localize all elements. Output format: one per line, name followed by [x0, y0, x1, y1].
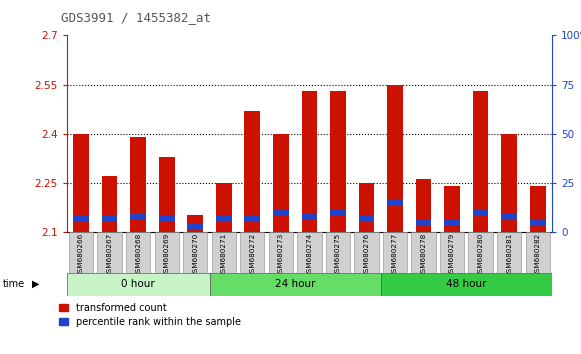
Bar	[302, 213, 317, 219]
Bar	[130, 213, 146, 219]
Bar	[73, 216, 89, 222]
Text: GSM680272: GSM680272	[249, 233, 255, 277]
FancyBboxPatch shape	[468, 232, 493, 273]
FancyBboxPatch shape	[526, 232, 550, 273]
FancyBboxPatch shape	[269, 232, 293, 273]
Bar	[102, 216, 117, 222]
Text: GSM680280: GSM680280	[478, 233, 483, 277]
Bar	[501, 213, 517, 219]
Text: GSM680267: GSM680267	[107, 233, 113, 277]
Bar	[302, 91, 317, 232]
Text: time: time	[3, 279, 25, 289]
Text: GSM680281: GSM680281	[506, 233, 512, 277]
Bar	[330, 210, 346, 216]
FancyBboxPatch shape	[497, 232, 521, 273]
FancyBboxPatch shape	[383, 232, 407, 273]
Bar	[473, 210, 489, 216]
FancyBboxPatch shape	[183, 232, 207, 273]
FancyBboxPatch shape	[69, 232, 93, 273]
Bar	[530, 186, 546, 232]
Text: GSM680270: GSM680270	[192, 233, 198, 277]
Bar	[358, 216, 374, 222]
FancyBboxPatch shape	[381, 273, 552, 296]
Bar	[444, 219, 460, 225]
Bar	[501, 134, 517, 232]
Bar	[102, 176, 117, 232]
Text: GSM680279: GSM680279	[449, 233, 455, 277]
Bar	[188, 223, 203, 229]
Text: GSM680271: GSM680271	[221, 233, 227, 277]
Bar	[273, 210, 289, 216]
FancyBboxPatch shape	[210, 273, 381, 296]
Text: GSM680273: GSM680273	[278, 233, 284, 277]
Bar	[330, 91, 346, 232]
Text: GSM680266: GSM680266	[78, 233, 84, 277]
FancyBboxPatch shape	[354, 232, 379, 273]
Text: GSM680276: GSM680276	[364, 233, 370, 277]
Text: GSM680269: GSM680269	[164, 233, 170, 277]
FancyBboxPatch shape	[411, 232, 436, 273]
FancyBboxPatch shape	[98, 232, 122, 273]
FancyBboxPatch shape	[326, 232, 350, 273]
Bar	[387, 85, 403, 232]
FancyBboxPatch shape	[155, 232, 179, 273]
Bar	[415, 179, 431, 232]
Bar	[530, 219, 546, 225]
Text: GDS3991 / 1455382_at: GDS3991 / 1455382_at	[61, 11, 211, 24]
Bar	[387, 200, 403, 206]
Bar	[245, 111, 260, 232]
Text: GSM680274: GSM680274	[306, 233, 313, 277]
FancyBboxPatch shape	[440, 232, 464, 273]
Bar	[415, 219, 431, 225]
Bar	[73, 134, 89, 232]
Bar	[273, 134, 289, 232]
Bar	[358, 183, 374, 232]
Bar	[130, 137, 146, 232]
Bar	[216, 183, 232, 232]
Bar	[216, 216, 232, 222]
Bar	[245, 216, 260, 222]
Text: GSM680278: GSM680278	[421, 233, 426, 277]
FancyBboxPatch shape	[240, 232, 264, 273]
Bar	[188, 216, 203, 232]
Bar	[159, 156, 174, 232]
FancyBboxPatch shape	[211, 232, 236, 273]
Text: GSM680282: GSM680282	[535, 233, 541, 277]
Bar	[444, 186, 460, 232]
Text: 24 hour: 24 hour	[275, 279, 315, 289]
Legend: transformed count, percentile rank within the sample: transformed count, percentile rank withi…	[55, 299, 245, 331]
Text: GSM680275: GSM680275	[335, 233, 341, 277]
Text: 48 hour: 48 hour	[446, 279, 487, 289]
Bar	[473, 91, 489, 232]
Text: 0 hour: 0 hour	[121, 279, 155, 289]
FancyBboxPatch shape	[297, 232, 321, 273]
Text: GSM680277: GSM680277	[392, 233, 398, 277]
Bar	[159, 216, 174, 222]
FancyBboxPatch shape	[126, 232, 150, 273]
Text: GSM680268: GSM680268	[135, 233, 141, 277]
Text: ▶: ▶	[32, 279, 40, 289]
FancyBboxPatch shape	[67, 273, 210, 296]
